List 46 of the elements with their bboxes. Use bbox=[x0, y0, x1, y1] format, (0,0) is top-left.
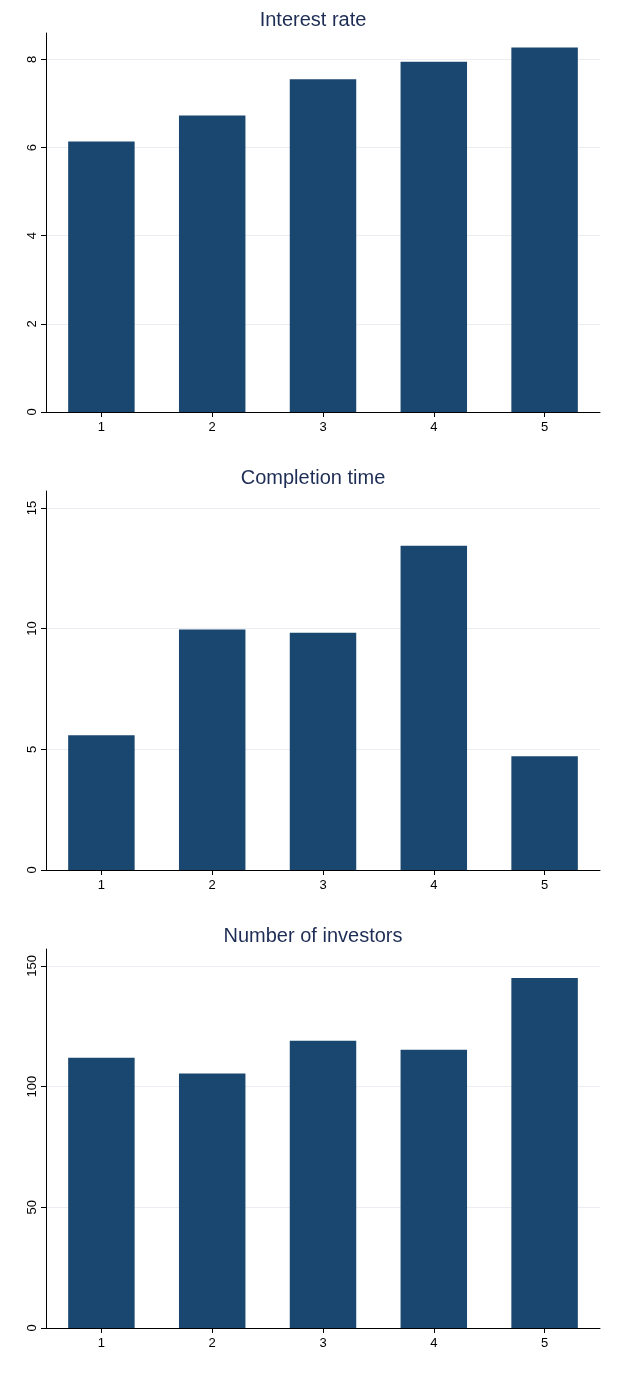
x-tick-label: 4 bbox=[430, 419, 438, 434]
x-tick-label: 4 bbox=[430, 1335, 438, 1350]
bar bbox=[511, 977, 578, 1328]
bar bbox=[68, 141, 135, 412]
bar bbox=[511, 756, 578, 870]
y-tick-label: 150 bbox=[24, 955, 39, 977]
y-tick-label: 2 bbox=[24, 320, 39, 328]
bar bbox=[289, 632, 357, 870]
bar bbox=[289, 79, 357, 412]
y-tick-label: 50 bbox=[24, 1200, 39, 1215]
chart-title: Number of investors bbox=[223, 924, 403, 946]
y-tick-label: 4 bbox=[24, 232, 39, 240]
bar bbox=[400, 1049, 468, 1328]
bar bbox=[68, 735, 135, 870]
bar bbox=[511, 47, 578, 412]
x-tick-label: 3 bbox=[319, 419, 327, 434]
chart-title: Interest rate bbox=[259, 8, 367, 30]
y-tick-label: 0 bbox=[24, 866, 39, 874]
bar bbox=[400, 545, 468, 870]
x-tick-label: 5 bbox=[540, 1335, 549, 1350]
y-tick-label: 0 bbox=[24, 1324, 39, 1332]
x-tick-label: 5 bbox=[540, 877, 549, 892]
bar bbox=[178, 1073, 246, 1328]
y-tick-label: 15 bbox=[24, 500, 39, 516]
bar bbox=[178, 629, 246, 870]
x-tick-label: 4 bbox=[430, 877, 438, 892]
x-tick-label: 3 bbox=[319, 1335, 327, 1350]
x-tick-label: 1 bbox=[97, 877, 106, 892]
y-tick-label: 8 bbox=[24, 55, 39, 64]
y-tick-label: 0 bbox=[24, 408, 39, 416]
chart-title: Completion time bbox=[240, 466, 386, 488]
y-tick-label: 5 bbox=[24, 745, 39, 753]
y-tick-label: 10 bbox=[24, 621, 39, 636]
bar bbox=[68, 1057, 135, 1328]
x-tick-label: 2 bbox=[208, 877, 216, 892]
x-tick-label: 5 bbox=[540, 419, 549, 434]
x-tick-label: 3 bbox=[319, 877, 327, 892]
x-tick-label: 1 bbox=[97, 1335, 106, 1350]
y-tick-label: 100 bbox=[24, 1075, 39, 1098]
bar bbox=[178, 115, 246, 412]
x-tick-label: 2 bbox=[208, 1335, 216, 1350]
x-tick-label: 2 bbox=[208, 419, 216, 434]
bar bbox=[289, 1040, 357, 1328]
bar bbox=[400, 61, 468, 412]
y-tick-label: 6 bbox=[24, 143, 39, 152]
x-tick-label: 1 bbox=[97, 419, 106, 434]
